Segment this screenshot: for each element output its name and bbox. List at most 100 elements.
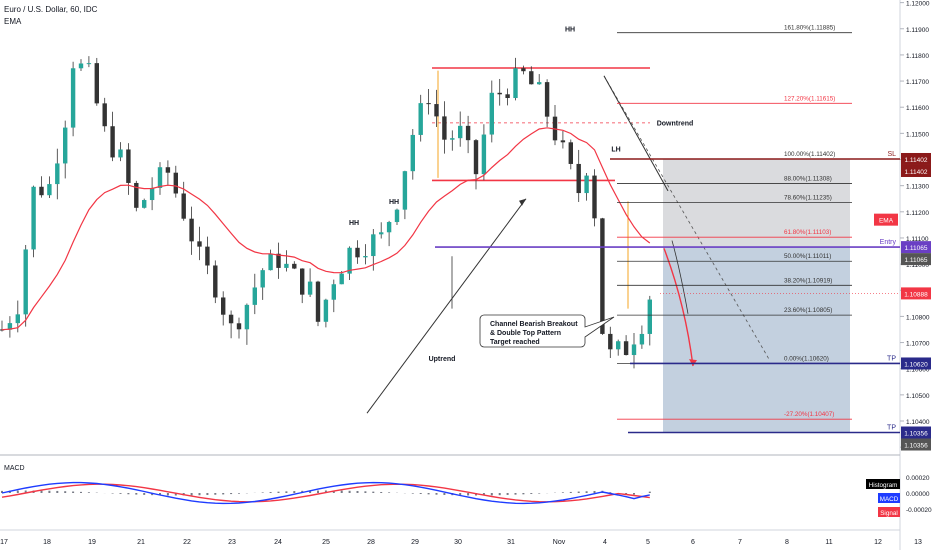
fib-level-label: -27.20%(1.10407) xyxy=(784,411,834,418)
candle-body xyxy=(402,171,408,210)
candle-body xyxy=(639,333,645,345)
fib-level-label: 38.20%(1.10919) xyxy=(784,277,832,284)
key-level-name: TP xyxy=(887,355,896,362)
fib-level-label: 100.00%(1.11402) xyxy=(784,151,835,158)
candle-body xyxy=(39,186,44,196)
candle-body xyxy=(165,167,171,173)
candle-body xyxy=(339,273,344,285)
price-tick-label: 1.10600 xyxy=(906,367,930,374)
candle-body xyxy=(102,103,107,127)
annotation-label: HH xyxy=(389,199,399,206)
time-tick-label: 23 xyxy=(228,539,236,546)
price-tag-label: 1.11402 xyxy=(904,157,927,164)
candle-body xyxy=(126,149,131,183)
price-axis[interactable]: 1.12000 1.11900 1.11800 1.11700 1.11600 1.115… xyxy=(874,1,931,453)
candle-body xyxy=(410,134,415,172)
key-level-name: Entry xyxy=(880,239,897,246)
price-tick-label: 1.10500 xyxy=(906,393,930,400)
candle-body xyxy=(221,297,226,315)
candle-body xyxy=(260,270,265,288)
price-tick-label: 1.11800 xyxy=(906,53,929,60)
candle-body xyxy=(197,241,202,247)
candle-body xyxy=(228,314,234,324)
price-tick-label: 1.11200 xyxy=(906,210,929,217)
time-tick-label: 21 xyxy=(137,539,145,546)
candle-body xyxy=(276,253,281,268)
candle-body xyxy=(513,68,518,99)
fib-level-label: 0.00%(1.10620) xyxy=(784,355,829,362)
current-price-tag xyxy=(901,287,931,300)
candle-body xyxy=(497,92,502,95)
candle-body xyxy=(426,103,431,105)
candle-body xyxy=(292,263,297,269)
time-tick-label: 5 xyxy=(646,539,650,546)
time-tick-label: 12 xyxy=(874,539,882,546)
candle-body xyxy=(560,140,566,143)
candle-body xyxy=(134,182,139,208)
price-tick-label: 1.11100 xyxy=(906,236,929,243)
candle-body xyxy=(149,187,155,201)
candle-body xyxy=(213,265,218,298)
time-tick-label: 11 xyxy=(825,539,832,546)
candle-body xyxy=(347,247,352,274)
candle-body xyxy=(78,63,84,69)
candle-body xyxy=(544,82,550,117)
price-tag-bg xyxy=(901,152,931,165)
ema-line xyxy=(1,127,651,331)
candle-body xyxy=(521,68,526,72)
candle-body xyxy=(315,281,321,322)
candle-body xyxy=(47,184,52,196)
candle-body xyxy=(386,222,392,233)
callout-box xyxy=(479,314,615,348)
ema-legend: EMA xyxy=(4,17,22,26)
candle-body xyxy=(608,333,613,350)
candle-body xyxy=(418,103,423,135)
time-tick-label: 22 xyxy=(183,539,191,546)
uptrend-arrowhead xyxy=(519,198,526,206)
macd-tick-label: -0.00020 xyxy=(906,507,932,514)
time-axis[interactable]: 17 18 19 21 22 23 24 25 28 29 30 31 Nov 4 5 6 7 8 11 12 13 xyxy=(0,539,922,546)
price-tick-label: 1.11700 xyxy=(906,79,929,86)
price-tick-label: 1.10700 xyxy=(906,341,930,348)
callout-text: Target reached xyxy=(490,339,540,346)
uptrend-line xyxy=(366,198,527,414)
price-tag-label: 1.11065 xyxy=(904,245,927,252)
macd-line xyxy=(1,481,650,505)
candle-body xyxy=(331,284,336,300)
downtrend-line xyxy=(603,75,771,362)
candle-body xyxy=(323,299,329,322)
projection-arrowhead xyxy=(689,359,697,367)
candle-body xyxy=(631,344,637,356)
macd-legend-bg xyxy=(878,493,900,503)
candle-body xyxy=(355,247,360,258)
fib-level-label: 61.80%(1.11103) xyxy=(784,229,831,236)
axis-tag-bg xyxy=(901,253,931,266)
annotations: HH HH HH LH Downtrend Uptrend Channel Bearish … xyxy=(349,26,693,362)
candle-body xyxy=(434,104,439,117)
retrace-arrow xyxy=(671,240,689,314)
axis-tag-label: 1.10356 xyxy=(904,443,928,450)
candle-body xyxy=(379,232,384,235)
candle-body xyxy=(616,341,621,350)
price-tick-label: 1.10800 xyxy=(906,314,930,321)
price-tick-label: 1.12000 xyxy=(906,1,930,8)
candle-body xyxy=(7,323,13,330)
candle-body xyxy=(118,149,123,158)
macd-title: MACD xyxy=(4,465,25,472)
time-tick-label: 17 xyxy=(0,539,8,546)
candle-body xyxy=(70,68,76,128)
fib-level-label: 127.20%(1.11615) xyxy=(784,95,835,102)
fib-level-label: 50.00%(1.11011) xyxy=(784,253,831,260)
ema-badge-label: EMA xyxy=(879,218,894,225)
candle-body xyxy=(505,94,510,99)
price-tag-label: 1.10356 xyxy=(904,431,928,438)
candle-body xyxy=(189,218,194,242)
time-tick-label: 8 xyxy=(785,539,789,546)
price-tick-label: 1.11900 xyxy=(906,27,929,34)
candle-body xyxy=(181,193,186,219)
plot-background xyxy=(0,0,900,530)
candle-body xyxy=(15,314,20,324)
candle-body xyxy=(23,249,28,315)
candle-body xyxy=(205,246,210,266)
